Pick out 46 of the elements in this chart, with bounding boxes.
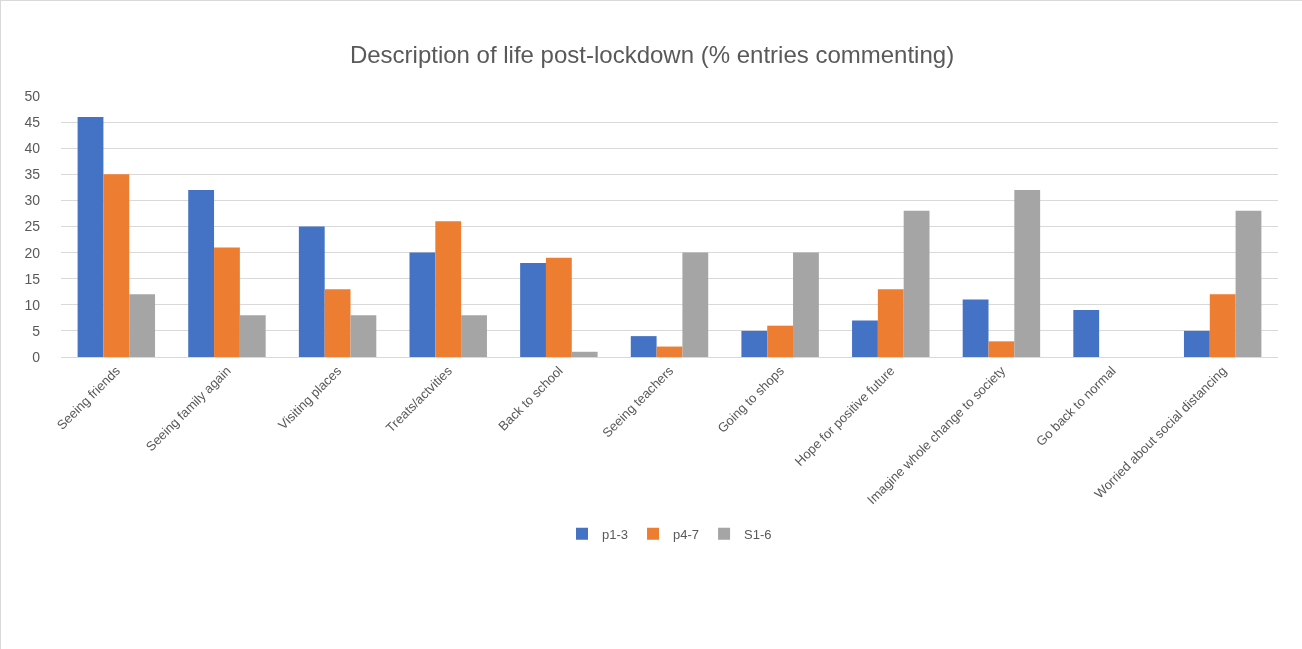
legend-label: p1-3 (602, 526, 629, 542)
bar (103, 174, 130, 357)
bar (1235, 210, 1262, 357)
legend-label: S1-6 (744, 526, 772, 542)
bar (1073, 310, 1100, 357)
y-tick-label: 20 (24, 244, 41, 261)
y-tick-label: 0 (32, 348, 41, 365)
bar (409, 252, 436, 357)
bar (682, 252, 709, 357)
legend-label: p4-7 (673, 526, 700, 542)
bar (324, 289, 351, 357)
bar (214, 247, 240, 357)
bar (656, 346, 683, 357)
bar (741, 330, 768, 357)
bar (571, 351, 598, 357)
bar (520, 263, 546, 357)
y-tick-label: 10 (24, 296, 41, 313)
bar (877, 289, 904, 357)
bar (903, 210, 930, 357)
y-tick-label: 50 (24, 87, 41, 104)
y-tick-label: 40 (24, 140, 41, 157)
chart-title: Description of life post-lockdown (% entries commenting) (349, 41, 955, 69)
y-tick-label: 30 (24, 192, 41, 209)
bar (767, 325, 794, 357)
bar (962, 299, 989, 357)
bar (77, 116, 104, 357)
bar (545, 257, 572, 357)
bar (239, 315, 266, 357)
y-tick-label: 5 (32, 322, 41, 339)
y-tick-label: 35 (24, 166, 41, 183)
bar (435, 221, 462, 357)
bar (461, 315, 487, 357)
bar (298, 226, 325, 357)
y-tick-label: 15 (24, 270, 41, 287)
bar (129, 294, 156, 357)
bar (1209, 294, 1236, 357)
bar (350, 315, 377, 357)
bar (988, 341, 1015, 357)
bar (1183, 330, 1210, 357)
y-tick-label: 25 (24, 218, 41, 235)
bar (793, 252, 819, 357)
bar (852, 320, 878, 357)
bar (630, 336, 657, 357)
bar (188, 189, 215, 357)
y-tick-label: 45 (24, 114, 41, 130)
bar (1014, 189, 1041, 357)
